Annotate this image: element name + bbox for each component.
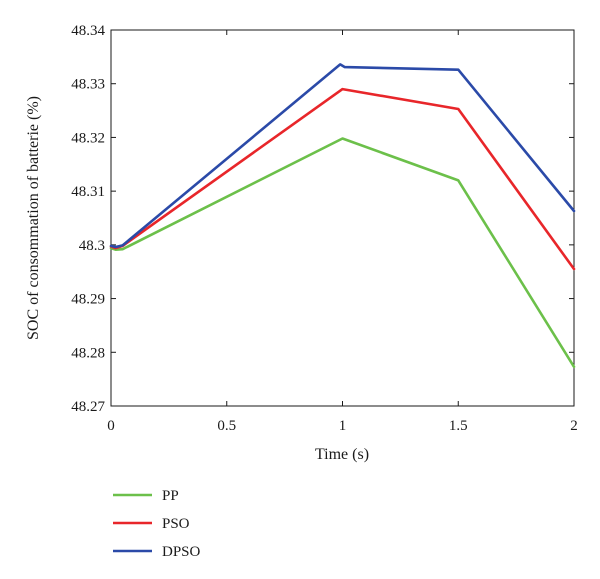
y-tick-label: 48.27	[71, 399, 105, 415]
legend: PP PSO DPSO	[113, 488, 201, 560]
x-tick-label: 1.5	[449, 418, 468, 434]
x-axis-title: Time (s)	[315, 446, 369, 463]
y-axis-title: SOC of consommation of batterie (%)	[25, 96, 42, 340]
series-line-pp	[109, 137, 576, 369]
x-tick-label: 1	[339, 418, 347, 434]
plot-frame	[110, 29, 575, 407]
y-tick-label: 48.31	[71, 184, 105, 200]
legend-label-pp: PP	[162, 488, 179, 504]
series-line-dpso	[109, 63, 576, 249]
series-line-pso	[109, 87, 576, 271]
ticks: 0 0.5 1 1.5 2 48.27 48.28 48.29 48.3 48.31 48.32 48…	[71, 23, 578, 434]
x-tick-label: 0.5	[217, 418, 236, 434]
x-tick-label: 2	[570, 418, 578, 434]
y-tick-label: 48.29	[71, 292, 105, 308]
series-lines	[109, 63, 576, 369]
legend-label-pso: PSO	[162, 516, 190, 532]
y-tick-label: 48.28	[71, 345, 105, 361]
y-tick-label: 48.34	[71, 23, 105, 39]
legend-label-dpso: DPSO	[162, 544, 201, 560]
y-tick-label: 48.32	[71, 130, 105, 146]
y-tick-label: 48.3	[79, 238, 105, 254]
y-tick-label: 48.33	[71, 77, 105, 93]
x-tick-label: 0	[107, 418, 115, 434]
